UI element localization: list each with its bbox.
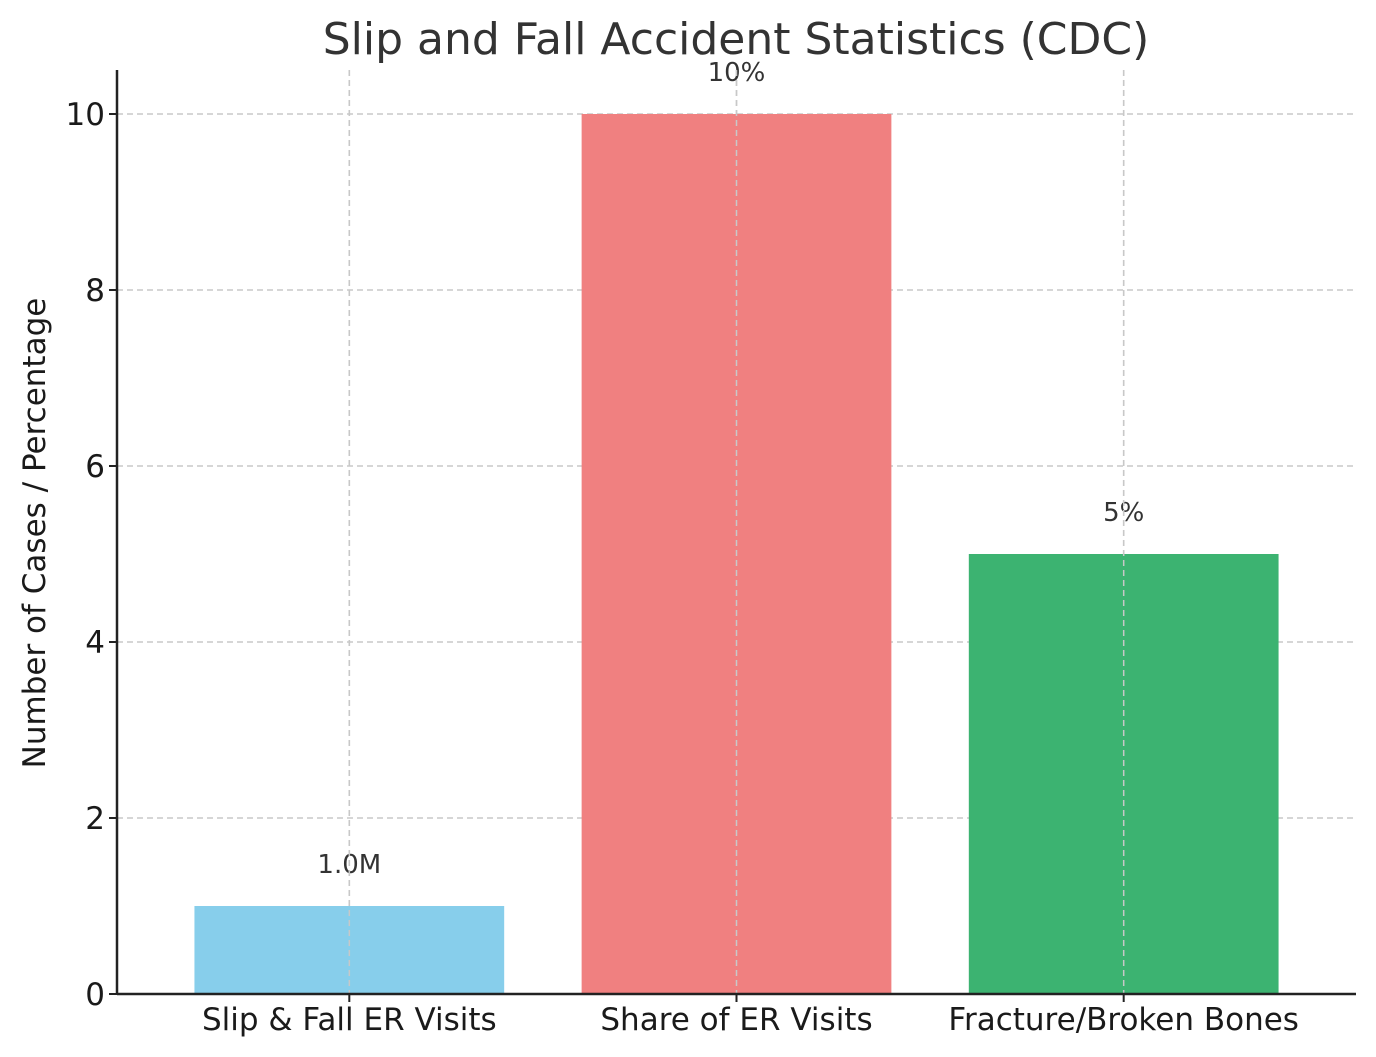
x-tick-label: Share of ER Visits bbox=[600, 1002, 872, 1038]
y-axis-label: Number of Cases / Percentage bbox=[17, 298, 53, 769]
x-tick-label: Fracture/Broken Bones bbox=[948, 1002, 1299, 1038]
y-tick-label: 8 bbox=[85, 273, 105, 309]
axes-layer: 0 2 4 6 8 10 Slip & Fall ER Visits Share of ER … bbox=[66, 70, 1356, 1038]
x-tick-label: Slip & Fall ER Visits bbox=[202, 1002, 497, 1038]
y-tick-label: 6 bbox=[85, 449, 105, 485]
y-tick-label: 2 bbox=[85, 801, 105, 837]
y-tick-label: 10 bbox=[66, 97, 105, 133]
y-tick-label: 0 bbox=[85, 977, 105, 1013]
chart-title: Slip and Fall Accident Statistics (CDC) bbox=[323, 14, 1150, 65]
y-tick-label: 4 bbox=[85, 625, 105, 661]
